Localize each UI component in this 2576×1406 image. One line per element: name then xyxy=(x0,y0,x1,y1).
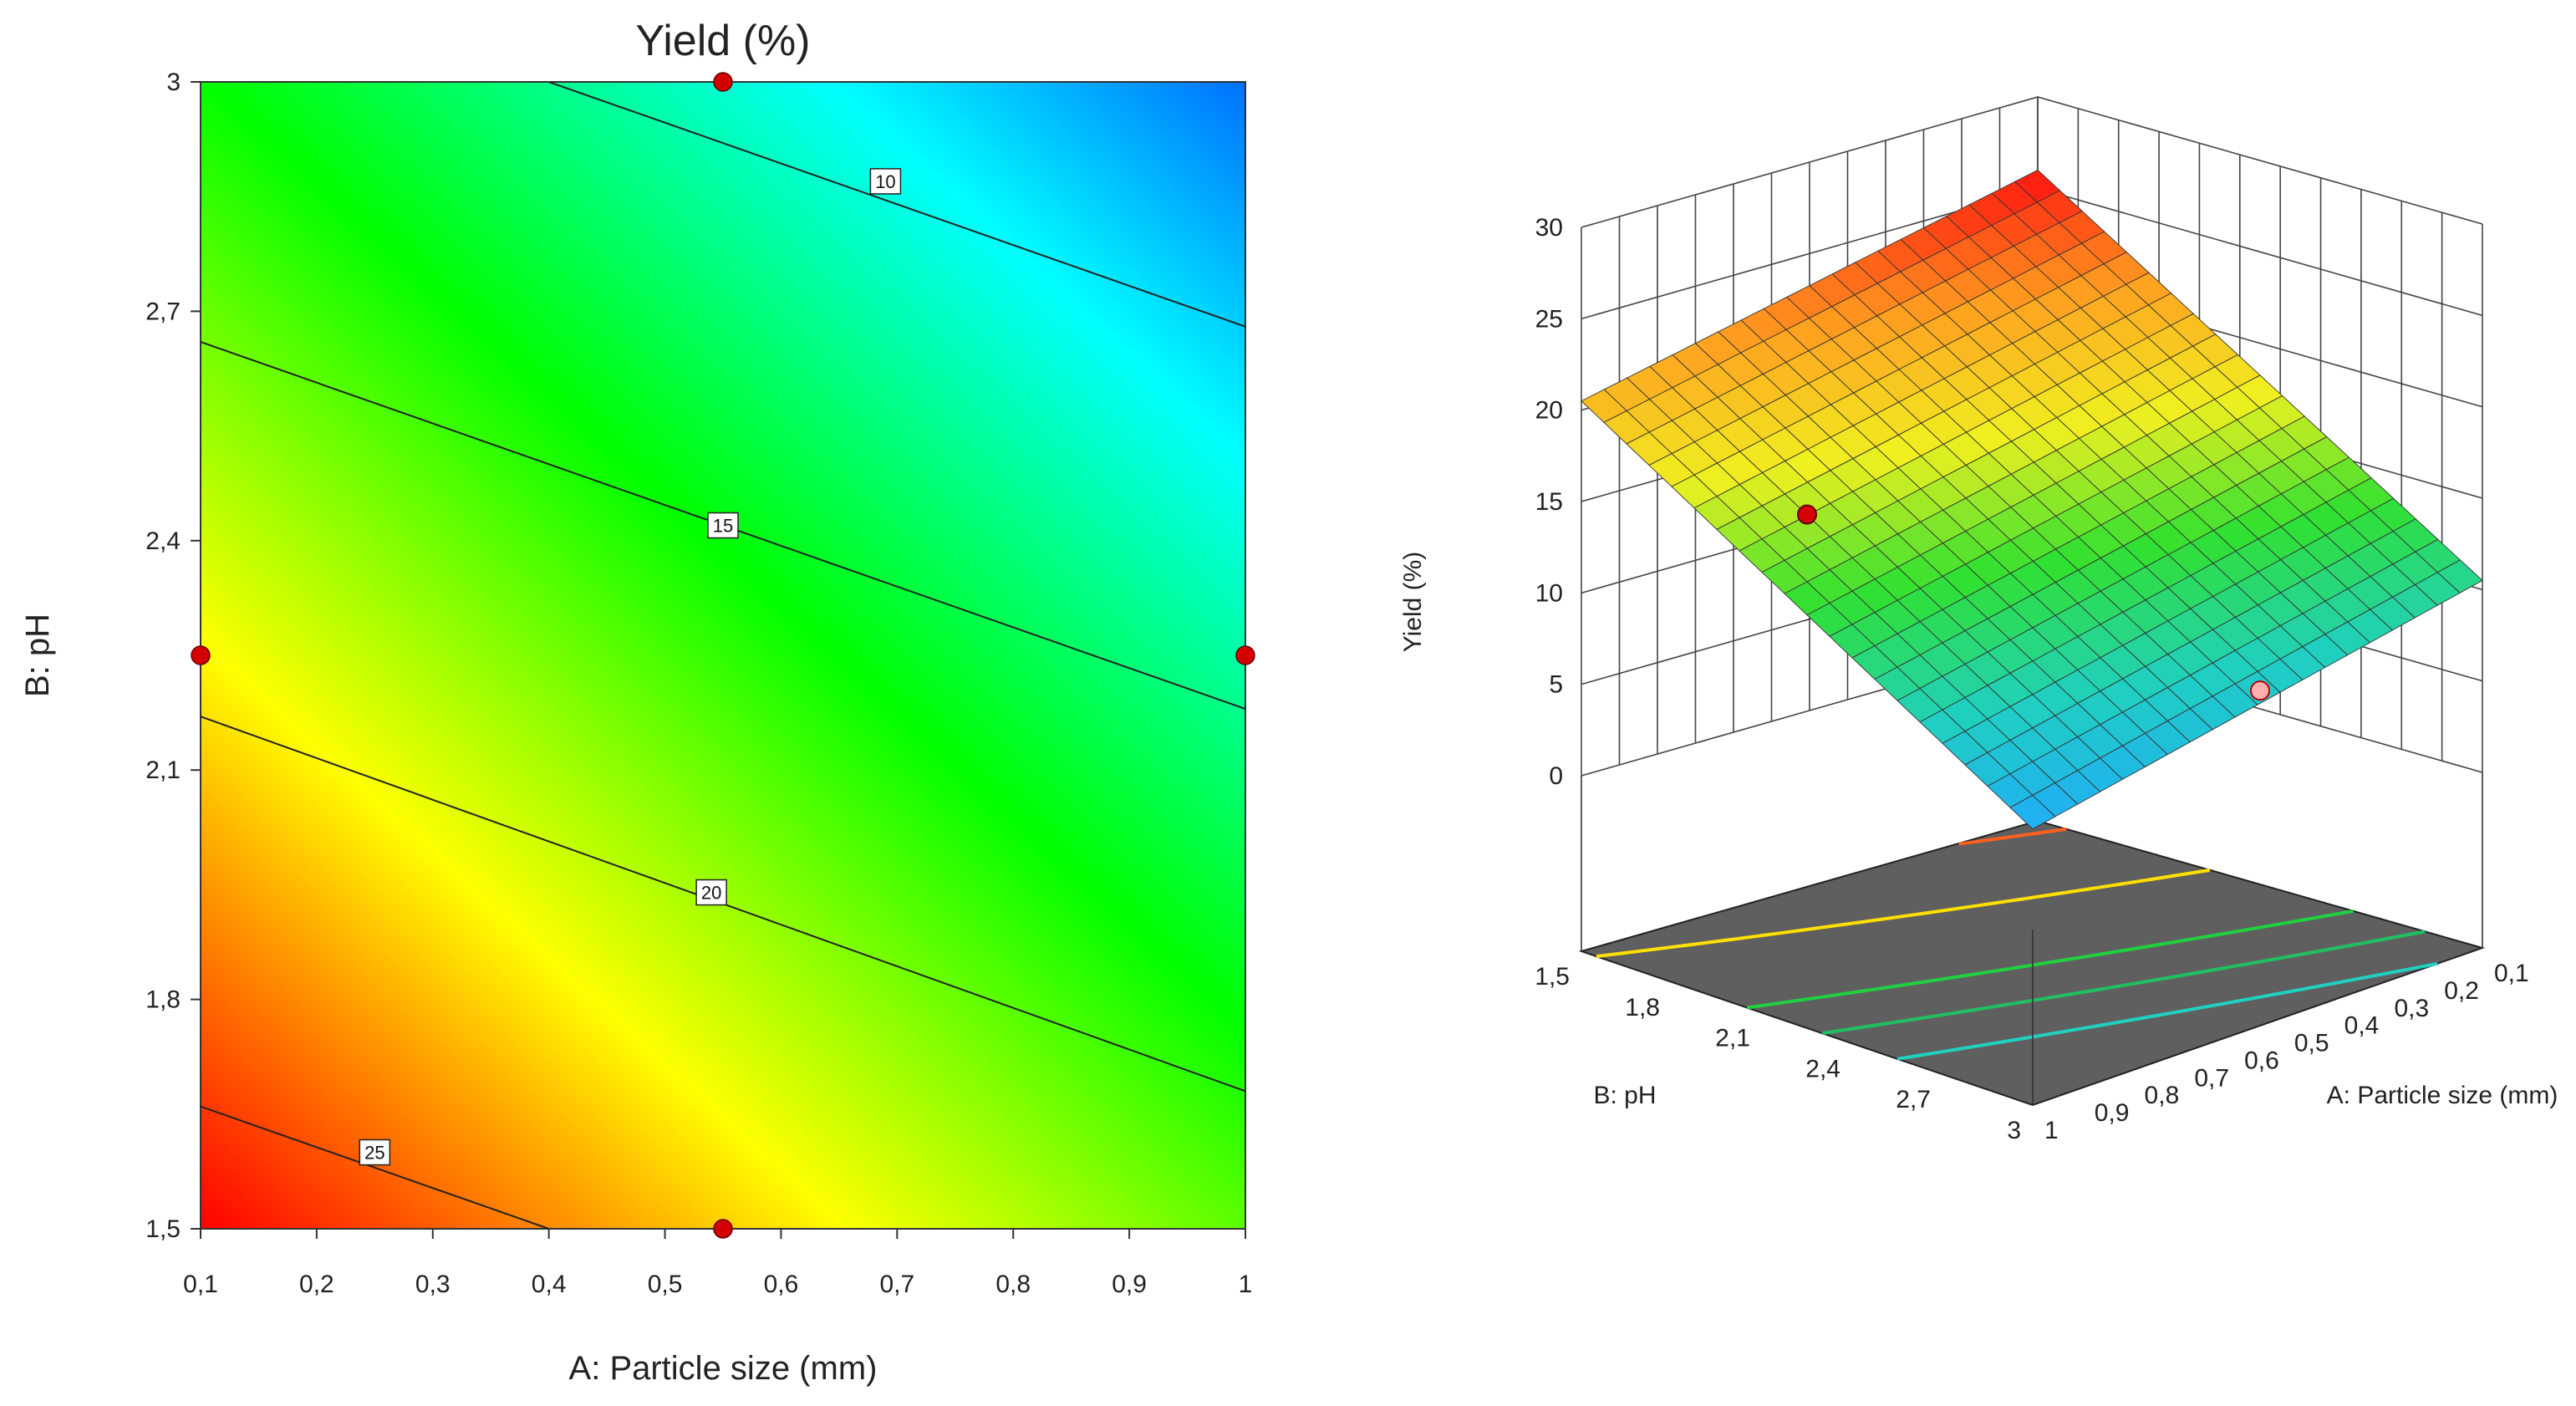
surface-plot: 0 5 10 15 20 25 30 1 0,9 0,8 0,7 0,6 0,5 0,4 0,3 0,2 0,… xyxy=(1399,96,2558,1144)
contour-label-box xyxy=(869,168,902,195)
floor-plane xyxy=(1578,819,2486,1107)
contour-label-box xyxy=(359,1139,391,1166)
contour-label: 10 xyxy=(875,171,895,192)
surface-y-axis-title: B: pH xyxy=(1593,1082,1656,1109)
contour-y-axis-title: B: pH xyxy=(19,614,56,697)
y-tick-label: 2,7 xyxy=(145,298,181,325)
contour-label: 20 xyxy=(701,883,721,904)
contour-line xyxy=(548,82,1245,328)
y-tick-label: 2,4 xyxy=(145,527,181,555)
y-tick-label: 2,4 xyxy=(1805,1055,1840,1083)
contour-line xyxy=(201,1105,549,1229)
x-tick-label: 0,8 xyxy=(2145,1082,2180,1109)
wall-grid-line xyxy=(1581,96,2483,228)
contour-title: Yield (%) xyxy=(635,17,810,65)
surface-floor xyxy=(1578,819,2486,1107)
y-tick-label: 2,7 xyxy=(1896,1086,1931,1113)
x-tick-label: 0,6 xyxy=(764,1271,799,1298)
x-tick-label: 0,6 xyxy=(2244,1047,2279,1074)
design-point xyxy=(713,1219,733,1239)
surface-mesh xyxy=(1581,169,2483,830)
x-tick-label: 0,5 xyxy=(2294,1030,2329,1057)
x-tick-label: 0,4 xyxy=(2344,1012,2380,1040)
x-tick-label: 0,9 xyxy=(1112,1271,1147,1298)
contour-y-ticks: 1,5 1,8 2,1 2,4 2,7 3 xyxy=(145,69,201,1243)
surface-cell xyxy=(2436,559,2483,593)
x-tick-label: 0,8 xyxy=(995,1271,1031,1298)
x-tick-label: 0,3 xyxy=(2394,995,2429,1022)
x-tick-label: 0,2 xyxy=(299,1271,334,1298)
design-point xyxy=(1235,645,1255,665)
contour-label: 25 xyxy=(364,1143,384,1164)
z-tick-label: 30 xyxy=(1535,214,1563,242)
y-tick-label: 1,8 xyxy=(1625,994,1660,1021)
z-tick-label: 10 xyxy=(1535,579,1563,607)
surface-design-point xyxy=(2250,680,2270,701)
y-tick-label: 1,5 xyxy=(145,1215,181,1243)
x-tick-label: 0,9 xyxy=(2095,1099,2130,1127)
surface-z-ticks: 0 5 10 15 20 25 30 xyxy=(1535,214,1563,790)
surface-z-axis-title: Yield (%) xyxy=(1399,552,1427,653)
y-tick-label: 2,1 xyxy=(145,756,181,784)
contour-labels: 10 15 20 25 xyxy=(359,168,902,1166)
x-tick-label: 0,7 xyxy=(2194,1064,2229,1092)
y-tick-label: 3 xyxy=(2007,1117,2021,1144)
z-tick-label: 15 xyxy=(1535,488,1563,516)
y-tick-label: 3 xyxy=(166,69,181,96)
contour-plot: Yield (%) 10 15 20 25 0,1 0,2 0,3 0,4 0,5 0,6 0,7… xyxy=(19,17,1255,1387)
surface-design-points xyxy=(1797,504,2270,701)
z-tick-label: 0 xyxy=(1549,762,1563,790)
x-tick-label: 0,5 xyxy=(648,1271,683,1298)
contour-label-box xyxy=(695,879,727,906)
x-tick-label: 0,7 xyxy=(879,1271,914,1298)
z-tick-label: 5 xyxy=(1549,671,1563,699)
x-tick-label: 0,3 xyxy=(415,1271,451,1298)
x-tick-label: 0,2 xyxy=(2444,977,2479,1005)
y-tick-label: 2,1 xyxy=(1715,1025,1750,1052)
x-tick-label: 1 xyxy=(1239,1271,1253,1298)
floor-contour-line xyxy=(1958,827,2067,846)
surface-x-ticks: 1 0,9 0,8 0,7 0,6 0,5 0,4 0,3 0,2 0,1 xyxy=(2044,960,2529,1144)
x-tick-label: 0,1 xyxy=(183,1271,218,1298)
contour-label-box xyxy=(707,512,739,539)
x-tick-label: 0,4 xyxy=(532,1271,567,1298)
design-point xyxy=(191,645,211,665)
contour-label: 15 xyxy=(713,516,733,537)
surface-x-axis-title: A: Particle size (mm) xyxy=(2327,1082,2558,1109)
x-tick-label: 0,1 xyxy=(2494,960,2529,987)
floor-contour-line xyxy=(1746,909,2354,1010)
z-tick-label: 25 xyxy=(1535,305,1563,333)
contour-x-ticks: 0,1 0,2 0,3 0,4 0,5 0,6 0,7 0,8 0,9 1 xyxy=(183,1229,1252,1298)
floor-contour-line xyxy=(1896,961,2438,1061)
contour-design-points xyxy=(191,72,1255,1239)
floor-contour-line xyxy=(1821,930,2426,1036)
contour-x-axis-title: A: Particle size (mm) xyxy=(569,1350,878,1387)
z-tick-label: 20 xyxy=(1535,397,1563,425)
surface-y-ticks: 1,5 1,8 2,1 2,4 2,7 3 xyxy=(1535,963,2021,1144)
x-tick-label: 1 xyxy=(2044,1117,2059,1144)
y-tick-label: 1,8 xyxy=(145,986,181,1014)
design-point xyxy=(713,72,733,92)
surface-design-point xyxy=(1797,504,1817,525)
contour-fill xyxy=(201,82,1245,1229)
floor-contour-line xyxy=(1596,868,2211,959)
y-tick-label: 1,5 xyxy=(1535,963,1570,991)
